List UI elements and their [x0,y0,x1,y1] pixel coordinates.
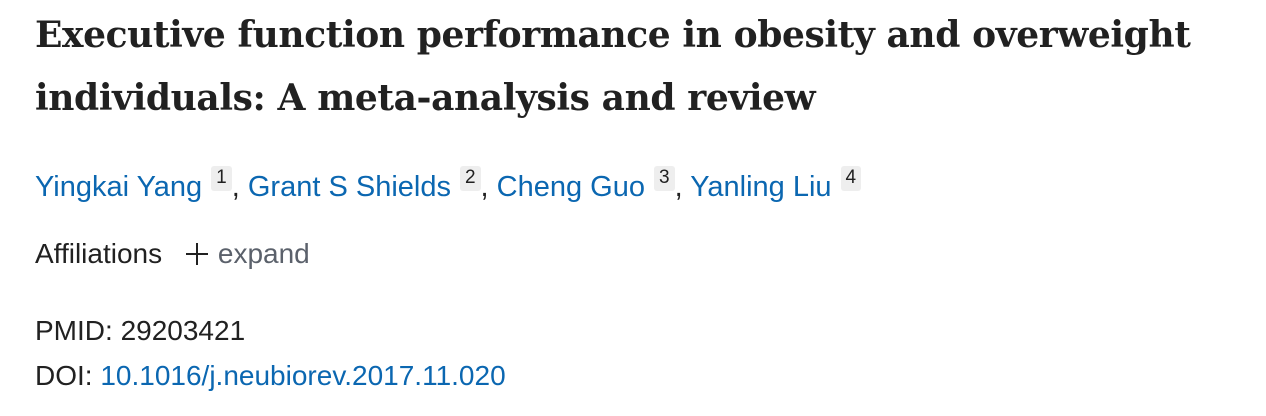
affiliation-number[interactable]: 1 [211,166,232,191]
author-separator: , [231,171,240,203]
affiliations-expand-button[interactable]: expand [185,238,310,269]
article-title: Executive function performance in obesit… [35,4,1255,130]
doi-link[interactable]: 10.1016/j.neubiorev.2017.11.020 [100,360,506,391]
article-header: Executive function performance in obesit… [35,4,1255,398]
plus-icon [185,243,208,265]
title-line-1: Executive function performance in obesit… [35,14,1191,56]
author-list: Yingkai Yang 1, Grant S Shields 2, Cheng G… [35,166,1255,207]
pmid-value: 29203421 [120,315,246,346]
affiliations-label: Affiliations [35,238,163,269]
author-link[interactable]: Grant S Shields [247,171,451,203]
affiliation-number[interactable]: 3 [654,166,675,191]
pmid-row: PMID: 29203421 [35,308,1255,353]
author-link[interactable]: Yingkai Yang [35,171,203,203]
article-identifiers: PMID: 29203421 DOI: 10.1016/j.neubiorev.… [35,308,1255,398]
affiliation-number[interactable]: 2 [459,166,481,191]
affiliation-number[interactable]: 4 [840,166,862,191]
author-separator: , [480,171,489,203]
doi-row: DOI: 10.1016/j.neubiorev.2017.11.020 [35,353,1255,398]
title-line-2: individuals: A meta-analysis and review [35,77,816,119]
doi-label: DOI: [35,360,93,391]
author-separator: , [674,171,683,203]
affiliations-row: Affiliations expand [35,239,1255,269]
expand-label: expand [217,238,310,269]
author-link[interactable]: Yanling Liu [690,171,832,203]
author-link[interactable]: Cheng Guo [496,171,645,203]
pmid-label: PMID: [35,315,113,346]
